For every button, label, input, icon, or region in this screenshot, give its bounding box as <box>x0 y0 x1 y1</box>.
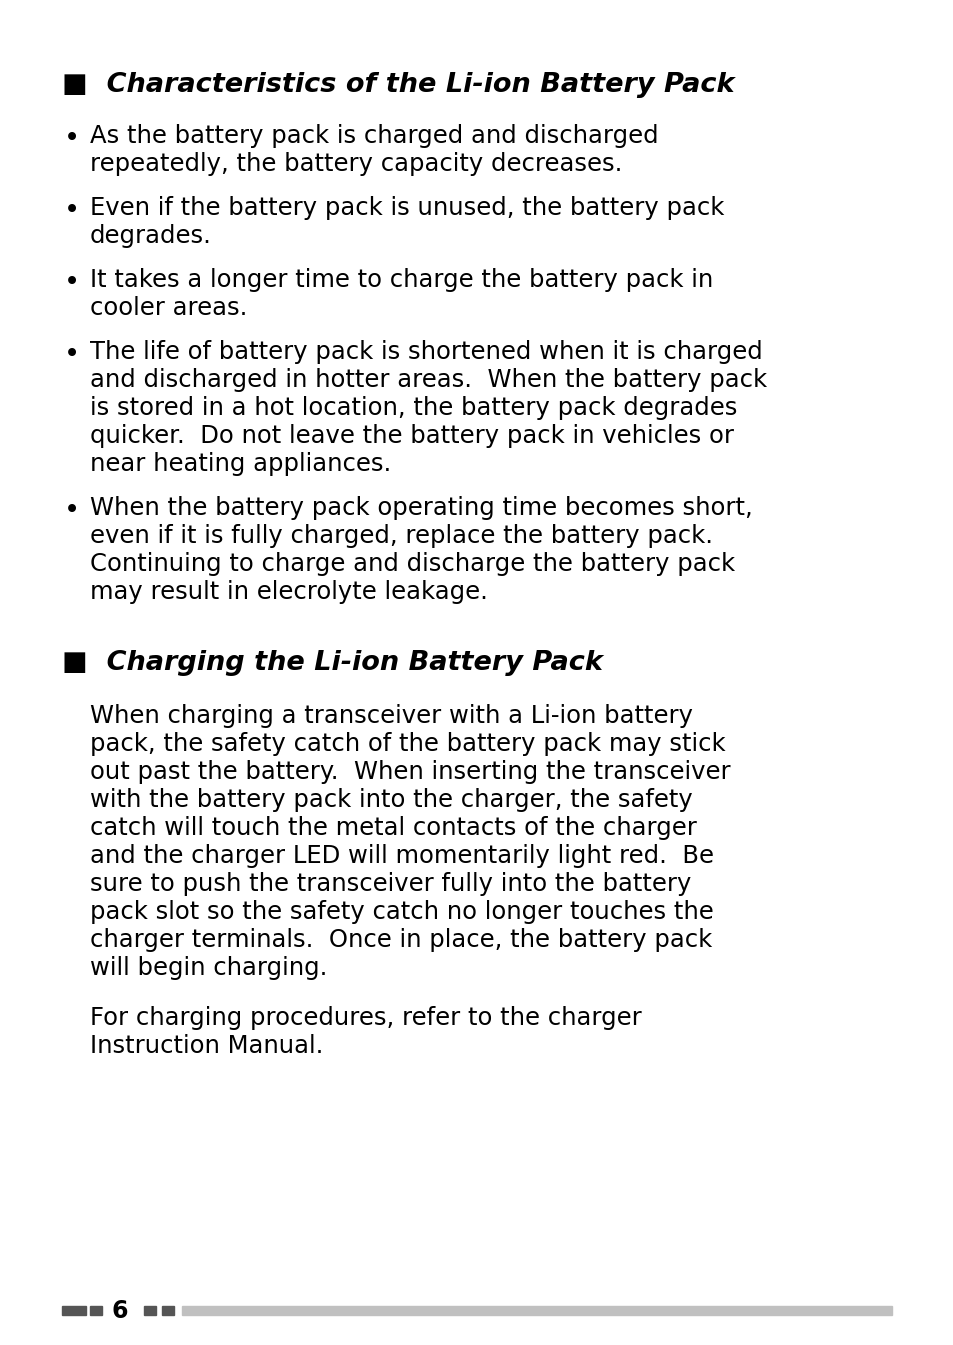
Text: out past the battery.  When inserting the transceiver: out past the battery. When inserting the… <box>90 760 730 784</box>
Text: It takes a longer time to charge the battery pack in: It takes a longer time to charge the bat… <box>90 268 713 292</box>
Text: When charging a transceiver with a Li-ion battery: When charging a transceiver with a Li-io… <box>90 703 692 728</box>
Text: is stored in a hot location, the battery pack degrades: is stored in a hot location, the battery… <box>90 395 737 420</box>
Text: The life of battery pack is shortened when it is charged: The life of battery pack is shortened wh… <box>90 340 762 364</box>
Text: •: • <box>64 498 80 525</box>
Text: may result in elecrolyte leakage.: may result in elecrolyte leakage. <box>90 580 487 604</box>
Bar <box>182 1306 891 1315</box>
Text: ■  Characteristics of the Li-ion Battery Pack: ■ Characteristics of the Li-ion Battery … <box>62 73 734 98</box>
Text: When the battery pack operating time becomes short,: When the battery pack operating time bec… <box>90 496 752 521</box>
Text: sure to push the transceiver fully into the battery: sure to push the transceiver fully into … <box>90 872 691 896</box>
Text: As the battery pack is charged and discharged: As the battery pack is charged and disch… <box>90 124 658 148</box>
Text: Instruction Manual.: Instruction Manual. <box>90 1034 323 1059</box>
Text: repeatedly, the battery capacity decreases.: repeatedly, the battery capacity decreas… <box>90 152 621 176</box>
Bar <box>162 1306 173 1315</box>
Text: and the charger LED will momentarily light red.  Be: and the charger LED will momentarily lig… <box>90 845 713 868</box>
Text: near heating appliances.: near heating appliances. <box>90 452 391 476</box>
Text: quicker.  Do not leave the battery pack in vehicles or: quicker. Do not leave the battery pack i… <box>90 424 733 448</box>
Text: ■  Charging the Li-ion Battery Pack: ■ Charging the Li-ion Battery Pack <box>62 650 602 677</box>
Text: even if it is fully charged, replace the battery pack.: even if it is fully charged, replace the… <box>90 525 712 547</box>
Text: charger terminals.  Once in place, the battery pack: charger terminals. Once in place, the ba… <box>90 928 712 952</box>
Text: •: • <box>64 198 80 225</box>
Text: •: • <box>64 126 80 152</box>
Text: •: • <box>64 342 80 369</box>
Bar <box>90 1306 102 1315</box>
Text: Continuing to charge and discharge the battery pack: Continuing to charge and discharge the b… <box>90 551 735 576</box>
Text: pack, the safety catch of the battery pack may stick: pack, the safety catch of the battery pa… <box>90 732 725 756</box>
Bar <box>144 1306 156 1315</box>
Text: 6: 6 <box>112 1298 129 1322</box>
Text: Even if the battery pack is unused, the battery pack: Even if the battery pack is unused, the … <box>90 196 723 221</box>
Text: will begin charging.: will begin charging. <box>90 956 327 981</box>
Text: degrades.: degrades. <box>90 225 212 247</box>
Text: pack slot so the safety catch no longer touches the: pack slot so the safety catch no longer … <box>90 900 713 924</box>
Text: catch will touch the metal contacts of the charger: catch will touch the metal contacts of t… <box>90 816 696 841</box>
Text: cooler areas.: cooler areas. <box>90 296 247 320</box>
Text: and discharged in hotter areas.  When the battery pack: and discharged in hotter areas. When the… <box>90 369 766 391</box>
Text: •: • <box>64 270 80 296</box>
Bar <box>62 1306 86 1315</box>
Text: For charging procedures, refer to the charger: For charging procedures, refer to the ch… <box>90 1006 641 1030</box>
Text: with the battery pack into the charger, the safety: with the battery pack into the charger, … <box>90 788 692 812</box>
